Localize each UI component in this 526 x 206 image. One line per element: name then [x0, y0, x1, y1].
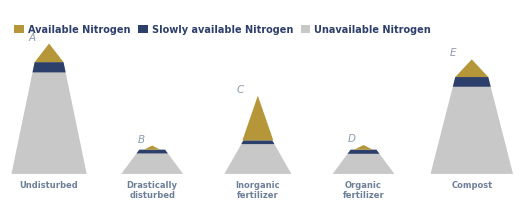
Polygon shape	[144, 146, 160, 150]
Polygon shape	[453, 78, 491, 87]
Polygon shape	[354, 145, 373, 150]
Polygon shape	[12, 63, 87, 174]
Polygon shape	[224, 141, 291, 174]
Polygon shape	[35, 44, 64, 63]
Text: Organic
fertilizer: Organic fertilizer	[342, 180, 385, 199]
Text: A: A	[28, 33, 36, 42]
Text: B: B	[138, 134, 145, 144]
Polygon shape	[121, 150, 183, 174]
Polygon shape	[33, 63, 66, 73]
Text: Undisturbed: Undisturbed	[19, 180, 78, 188]
Polygon shape	[348, 150, 379, 154]
Polygon shape	[332, 150, 394, 174]
Text: Compost: Compost	[451, 180, 492, 188]
Text: C: C	[236, 84, 244, 94]
Polygon shape	[241, 141, 275, 144]
Legend: Available Nitrogen, Slowly available Nitrogen, Unavailable Nitrogen: Available Nitrogen, Slowly available Nit…	[10, 21, 435, 39]
Text: Drastically
disturbed: Drastically disturbed	[127, 180, 178, 199]
Text: Inorganic
fertilizer: Inorganic fertilizer	[236, 180, 280, 199]
Polygon shape	[242, 96, 274, 141]
Text: E: E	[449, 48, 456, 58]
Text: D: D	[348, 133, 356, 143]
Polygon shape	[137, 150, 168, 154]
Polygon shape	[456, 60, 488, 78]
Polygon shape	[431, 78, 513, 174]
